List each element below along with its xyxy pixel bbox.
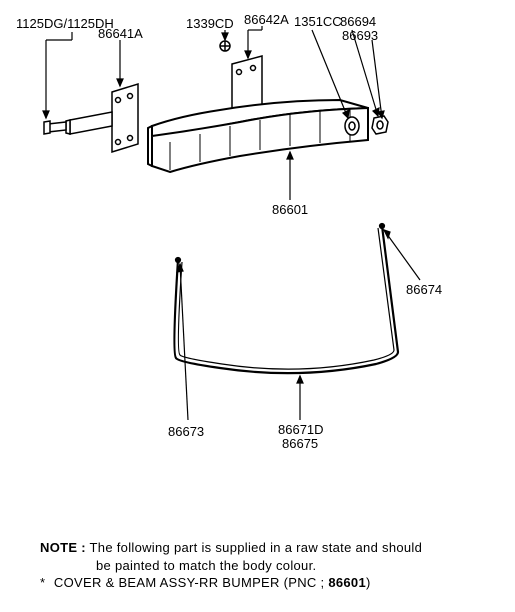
label-1351CC: 1351CC xyxy=(294,14,342,29)
top-bolt xyxy=(220,41,230,51)
label-86694: 86694 xyxy=(340,14,376,29)
parts-diagram: 1125DG/1125DH 86641A 86642A 1339CD 1351C… xyxy=(0,0,515,612)
lower-moulding xyxy=(174,224,398,373)
label-86642A: 86642A xyxy=(244,12,289,27)
left-bolt xyxy=(44,121,66,134)
note-star: * xyxy=(40,574,50,592)
note-line2: COVER & BEAM ASSY-RR BUMPER (PNC ; xyxy=(54,575,328,590)
label-86671D: 86671D xyxy=(278,422,324,437)
rear-bumper-beam xyxy=(148,100,368,172)
label-86675: 86675 xyxy=(282,436,318,451)
note-block: NOTE : The following part is supplied in… xyxy=(40,539,480,592)
note-line1b: be painted to match the body colour. xyxy=(40,557,480,575)
label-86674: 86674 xyxy=(406,282,442,297)
label-1339CD: 1339CD xyxy=(186,16,234,31)
left-bracket xyxy=(44,84,138,152)
note-line2b: ) xyxy=(366,575,371,590)
label-86693: 86693 xyxy=(342,28,378,43)
note-pnc: 86601 xyxy=(328,575,366,590)
note-line1a: The following part is supplied in a raw … xyxy=(90,540,423,555)
label-86641A: 86641A xyxy=(98,26,143,41)
note-lead: NOTE : xyxy=(40,540,86,555)
label-86673: 86673 xyxy=(168,424,204,439)
label-86601: 86601 xyxy=(272,202,308,217)
